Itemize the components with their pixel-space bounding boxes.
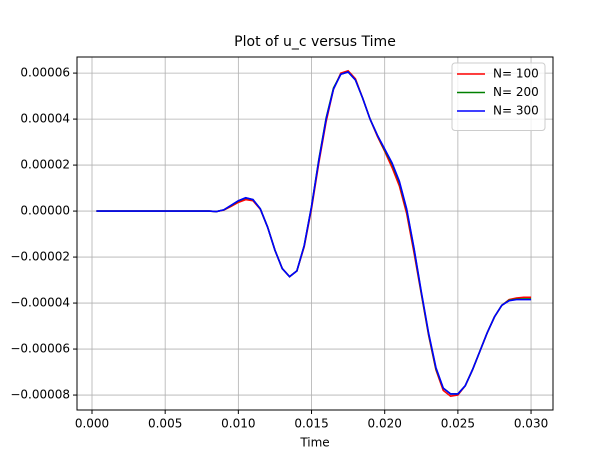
x-tick-label: 0.020 bbox=[368, 417, 402, 431]
y-tick-label: 0.00004 bbox=[20, 112, 70, 126]
y-tick-label: 0.00002 bbox=[20, 158, 70, 172]
x-tick-label: 0.000 bbox=[75, 417, 109, 431]
series-line bbox=[96, 71, 532, 395]
y-tick-label: −0.00006 bbox=[10, 342, 70, 356]
x-tick-label: 0.030 bbox=[514, 417, 548, 431]
y-tick-label: −0.00004 bbox=[10, 296, 70, 310]
y-tick-label: 0.00000 bbox=[20, 204, 70, 218]
x-tick-label: 0.025 bbox=[441, 417, 475, 431]
legend-label: N= 100 bbox=[493, 67, 539, 81]
y-tick-label: −0.00008 bbox=[10, 388, 70, 402]
chart-title: Plot of u_c versus Time bbox=[234, 34, 396, 50]
x-tick-label: 0.010 bbox=[221, 417, 255, 431]
x-tick-label: 0.015 bbox=[294, 417, 328, 431]
legend-label: N= 200 bbox=[493, 85, 539, 99]
x-tick-label: 0.005 bbox=[148, 417, 182, 431]
x-axis-label: Time bbox=[299, 436, 329, 450]
plot-frame bbox=[76, 56, 554, 411]
legend-label: N= 300 bbox=[493, 104, 539, 118]
y-tick-label: 0.00006 bbox=[20, 66, 70, 80]
y-tick-label: −0.00002 bbox=[10, 250, 70, 264]
legend-box bbox=[451, 62, 546, 131]
